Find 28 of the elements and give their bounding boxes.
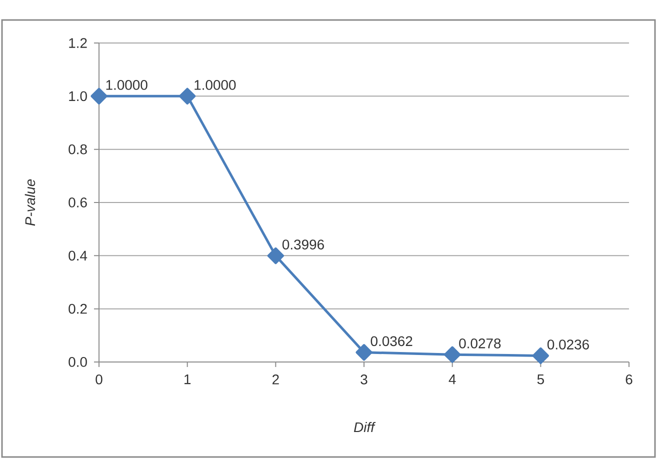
x-tick-label: 2 — [272, 374, 279, 384]
x-tick-label: 6 — [626, 374, 632, 384]
point — [90, 88, 108, 104]
y-tick-label: 1.2 — [69, 38, 87, 48]
data-label: 0.0236 — [547, 340, 589, 350]
point — [532, 347, 549, 364]
data-label: 0.0278 — [459, 338, 501, 348]
data-label: 0.3996 — [282, 240, 324, 250]
x-tick-label: 4 — [448, 374, 456, 384]
data-label: 1.0000 — [106, 80, 148, 90]
y-tick-label: 1.0 — [69, 91, 87, 102]
x-tick-label: 3 — [360, 374, 368, 384]
x-tick-label: 0 — [96, 374, 102, 384]
y-tick-label: 0.0 — [68, 357, 87, 367]
point — [179, 88, 196, 104]
y-tick-label: 0.6 — [68, 198, 87, 208]
y-tick-label: 0.4 — [68, 250, 88, 261]
y-axis-title: P-value — [24, 179, 36, 226]
point — [267, 247, 284, 264]
x-tick-label: 1 — [184, 374, 191, 384]
x-axis-title: Diff — [354, 422, 376, 432]
y-tick-label: 0.8 — [68, 144, 87, 154]
y-tick-label: 0.2 — [68, 304, 87, 314]
x-tick-label: 5 — [537, 374, 544, 384]
point — [356, 344, 372, 361]
data-label: 1.0000 — [194, 80, 236, 90]
data-label: 0.0362 — [370, 336, 412, 346]
point — [444, 346, 461, 363]
